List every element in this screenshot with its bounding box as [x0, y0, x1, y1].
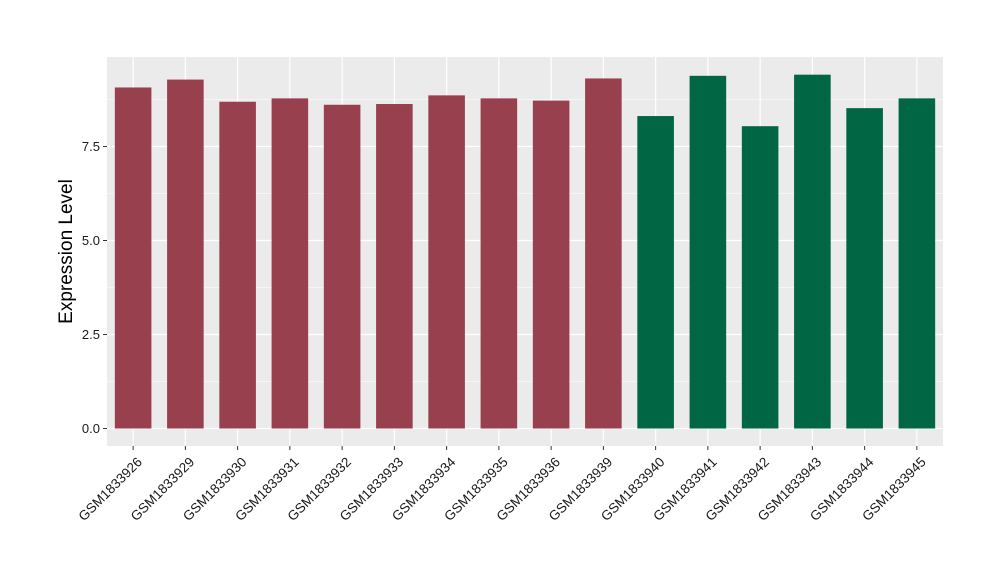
x-axis: GSM1833926GSM1833929GSM1833930GSM1833931… — [76, 446, 929, 524]
bar-GSM1833930 — [219, 101, 256, 429]
bar-GSM1833934 — [428, 95, 465, 429]
bar-GSM1833931 — [271, 98, 309, 429]
bar-GSM1833933 — [376, 104, 413, 429]
bar-GSM1833944 — [846, 108, 883, 429]
y-axis: 0.0 2.5 5.0 7.5 — [82, 139, 107, 436]
bar-GSM1833936 — [532, 100, 570, 429]
bar-GSM1833943 — [794, 74, 831, 429]
bar-GSM1833941 — [689, 75, 727, 429]
bar-GSM1833935 — [480, 98, 518, 429]
y-tick-label: 5.0 — [82, 233, 100, 248]
bars — [114, 74, 936, 429]
bar-GSM1833929 — [167, 79, 204, 429]
y-tick-label: 2.5 — [82, 327, 100, 342]
y-tick-label: 7.5 — [82, 139, 100, 154]
bar-GSM1833945 — [898, 98, 936, 429]
bar-GSM1833932 — [323, 104, 361, 429]
bar-GSM1833942 — [741, 126, 779, 429]
y-tick-label: 0.0 — [82, 421, 100, 436]
bar-GSM1833939 — [585, 78, 622, 429]
bar-GSM1833926 — [114, 87, 152, 429]
bar-GSM1833940 — [637, 116, 674, 429]
y-axis-title: Expression Level — [56, 179, 77, 324]
